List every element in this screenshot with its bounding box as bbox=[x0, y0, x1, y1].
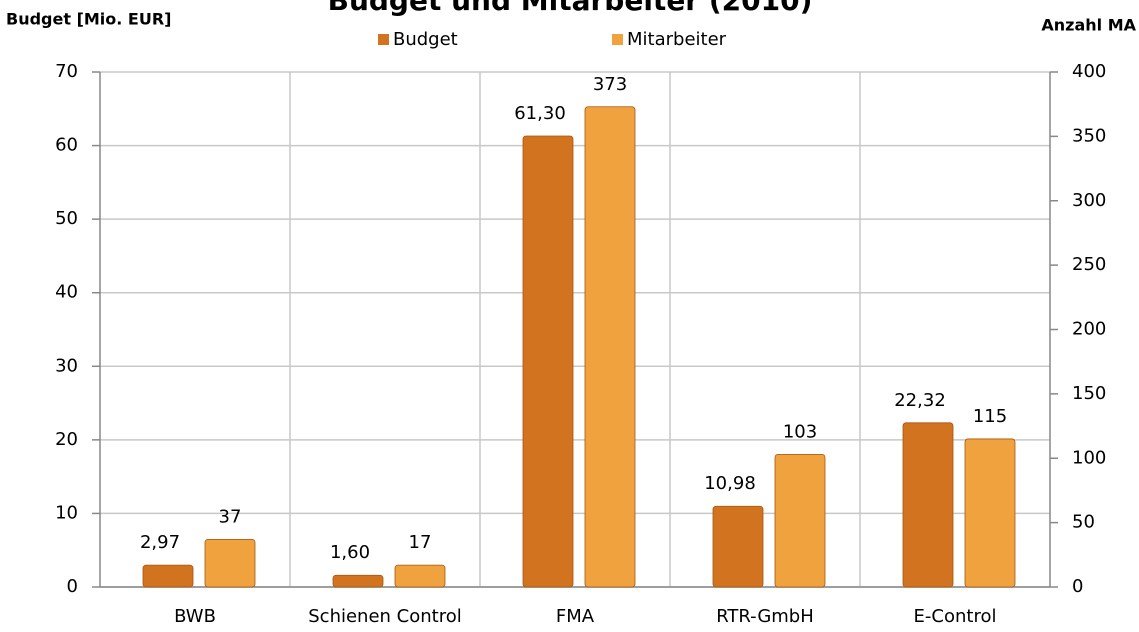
legend-label: Mitarbeiter bbox=[627, 29, 727, 50]
data-label: 37 bbox=[219, 506, 242, 527]
data-label: 2,97 bbox=[140, 532, 180, 553]
y2-tick-label: 50 bbox=[1072, 512, 1095, 533]
x-tick-label: BWB bbox=[174, 606, 216, 627]
legend-label: Budget bbox=[393, 29, 458, 50]
data-label: 17 bbox=[409, 532, 432, 553]
data-label: 10,98 bbox=[704, 473, 756, 494]
bar bbox=[774, 453, 826, 588]
data-label: 61,30 bbox=[514, 103, 566, 124]
bar bbox=[712, 505, 764, 588]
x-tick-label: RTR-GmbH bbox=[716, 606, 814, 627]
y2-tick-label: 0 bbox=[1072, 576, 1083, 597]
x-tick-label: Schienen Control bbox=[308, 606, 461, 627]
y-tick-label: 30 bbox=[55, 355, 78, 376]
y-tick-label: 50 bbox=[55, 208, 78, 229]
y2-tick-label: 250 bbox=[1072, 254, 1106, 275]
bar bbox=[522, 135, 574, 588]
y2-tick-label: 100 bbox=[1072, 447, 1106, 468]
bar bbox=[902, 422, 954, 588]
y2-tick-label: 300 bbox=[1072, 190, 1106, 211]
y2-axis-label: Anzahl MA bbox=[1041, 16, 1136, 35]
bar bbox=[584, 106, 636, 588]
y2-tick-label: 150 bbox=[1072, 383, 1106, 404]
bar bbox=[394, 564, 446, 588]
y-tick-label: 60 bbox=[55, 135, 78, 156]
data-label: 1,60 bbox=[330, 542, 370, 563]
y-tick-label: 0 bbox=[67, 576, 78, 597]
y2-tick-label: 350 bbox=[1072, 125, 1106, 146]
bar bbox=[332, 574, 384, 588]
y2-tick-label: 400 bbox=[1072, 61, 1106, 82]
data-label: 115 bbox=[973, 406, 1007, 427]
bar bbox=[142, 564, 194, 588]
y-tick-label: 10 bbox=[55, 502, 78, 523]
y-axis-label: Budget [Mio. EUR] bbox=[6, 10, 171, 29]
bar bbox=[204, 538, 256, 588]
legend-swatch bbox=[378, 34, 389, 45]
bar bbox=[964, 438, 1016, 588]
x-tick-label: FMA bbox=[556, 606, 595, 627]
data-label: 373 bbox=[593, 74, 627, 95]
x-tick-label: E-Control bbox=[914, 606, 997, 627]
y-tick-label: 40 bbox=[55, 282, 78, 303]
y-tick-label: 20 bbox=[55, 429, 78, 450]
data-label: 103 bbox=[783, 421, 817, 442]
chart-title: Budget und Mitarbeiter (2010) bbox=[328, 0, 813, 17]
data-label: 22,32 bbox=[894, 390, 946, 411]
y2-tick-label: 200 bbox=[1072, 319, 1106, 340]
legend-swatch bbox=[612, 34, 623, 45]
y-tick-label: 70 bbox=[55, 61, 78, 82]
